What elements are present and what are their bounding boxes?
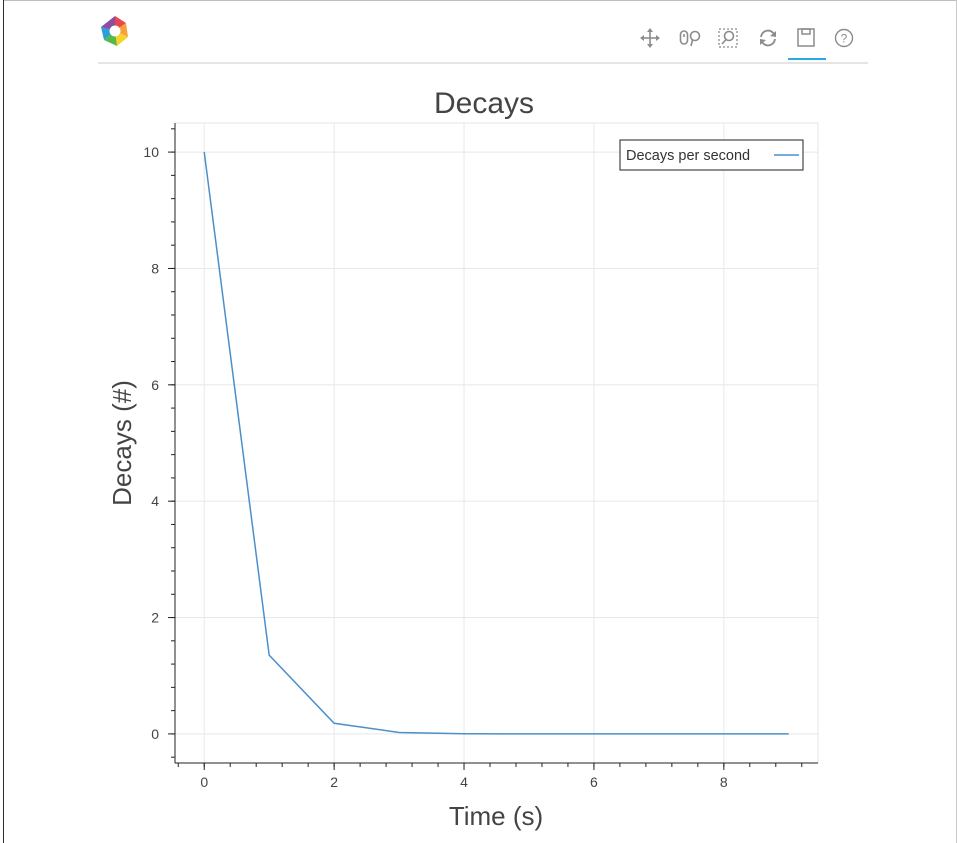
- y-tick-label: 0: [151, 726, 159, 742]
- x-tick-label: 4: [460, 774, 468, 790]
- wheel-zoom-tool-icon: [679, 30, 701, 47]
- toolbar-tools: ?: [636, 24, 860, 60]
- pan-tool-button[interactable]: [636, 24, 664, 52]
- help-tool-icon: ?: [834, 28, 854, 48]
- box-zoom-tool-icon: [718, 28, 738, 48]
- y-tick-label: 10: [143, 144, 159, 160]
- bokeh-logo-icon[interactable]: [98, 14, 132, 48]
- chart-legend: Decays per second: [619, 139, 804, 171]
- x-tick-label: 0: [200, 774, 208, 790]
- axes: 0 2 4 6 8 0 2 4 6 8 10: [143, 123, 818, 790]
- bokeh-toolbar: ?: [98, 10, 868, 64]
- legend-label: Decays per second: [626, 148, 750, 164]
- save-tool-icon: [797, 28, 815, 47]
- x-tick-label: 2: [330, 774, 338, 790]
- x-tick-label: 8: [720, 774, 728, 790]
- y-tick-label: 2: [151, 610, 159, 626]
- decays-series-line: [203, 151, 789, 735]
- reset-tool-button[interactable]: [754, 24, 782, 52]
- help-tool-button[interactable]: ?: [830, 24, 858, 52]
- y-tick-label: 8: [151, 260, 159, 276]
- chart-title: Decays: [434, 87, 534, 120]
- y-axis-label: Decays (#): [107, 380, 137, 506]
- grid-lines: [175, 123, 818, 763]
- reset-tool-icon: [760, 29, 776, 47]
- x-axis-label: Time (s): [449, 801, 543, 831]
- plot-frame: [174, 122, 819, 764]
- pan-tool-icon: [640, 28, 660, 48]
- box-zoom-tool-button[interactable]: [714, 24, 742, 52]
- y-tick-label: 4: [151, 493, 159, 509]
- wheel-zoom-tool-button[interactable]: [676, 24, 704, 52]
- series-layer: [203, 151, 789, 735]
- frame-left-border: [3, 0, 4, 843]
- frame-top-border: [3, 0, 957, 1]
- y-tick-label: 6: [151, 377, 159, 393]
- save-tool-button[interactable]: [788, 24, 826, 60]
- x-tick-label: 6: [590, 774, 598, 790]
- svg-text:?: ?: [841, 32, 848, 46]
- legend-box: [619, 139, 804, 171]
